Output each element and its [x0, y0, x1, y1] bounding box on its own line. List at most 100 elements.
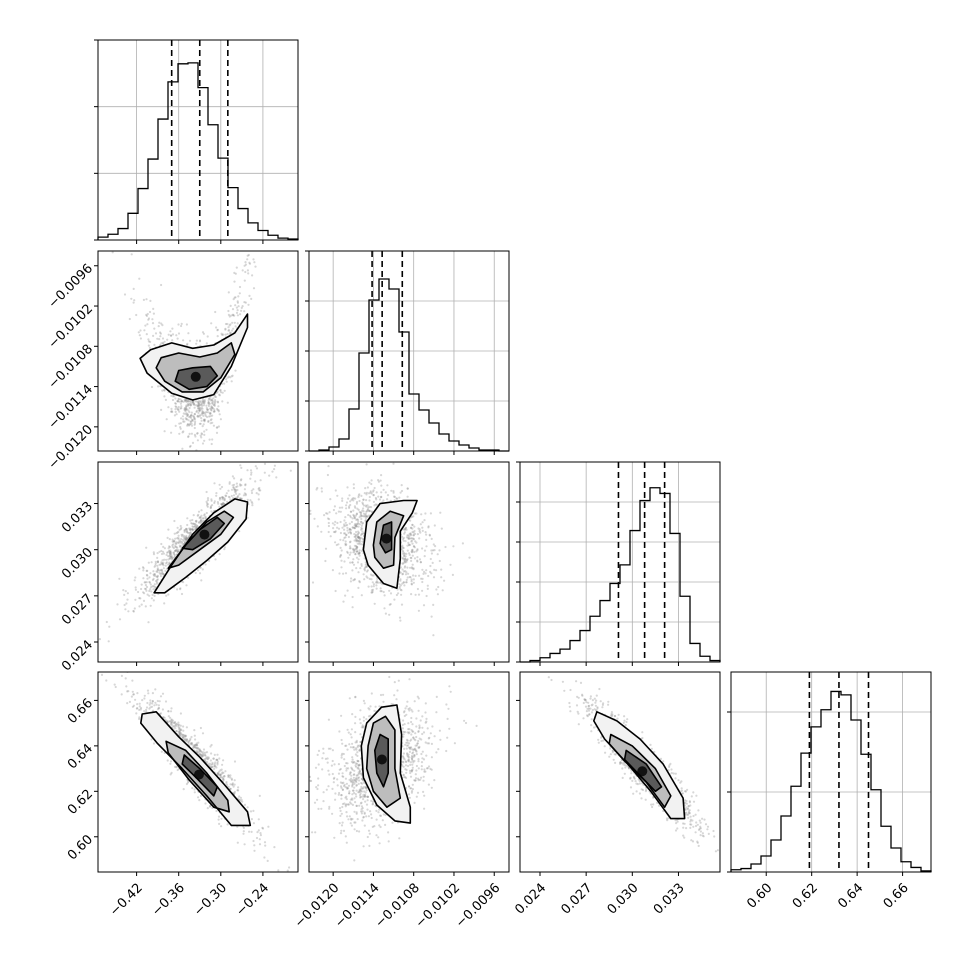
scatter-point: [233, 271, 236, 274]
scatter-point: [190, 416, 193, 419]
scatter-point: [163, 430, 166, 433]
scatter-point: [133, 579, 136, 582]
scatter-point: [173, 395, 176, 398]
scatter-point: [192, 402, 196, 405]
scatter-point: [246, 258, 249, 261]
scatter-point: [229, 323, 232, 326]
scatter-point: [405, 558, 409, 562]
scatter-point: [232, 486, 235, 489]
scatter-point: [366, 576, 369, 579]
scatter-point: [123, 603, 126, 607]
scatter-point: [169, 551, 172, 554]
scatter-point: [153, 573, 156, 576]
scatter-point: [170, 394, 173, 397]
scatter-point: [158, 321, 161, 324]
scatter-point: [406, 558, 409, 561]
scatter-point: [190, 411, 193, 414]
scatter-point: [206, 499, 210, 502]
scatter-point: [203, 513, 206, 516]
scatter-point: [190, 403, 193, 406]
scatter-point: [232, 314, 235, 317]
scatter-point: [227, 291, 230, 294]
scatter-point: [235, 306, 238, 309]
scatter-point: [185, 738, 188, 741]
scatter-point: [360, 549, 364, 553]
scatter-point: [370, 482, 373, 486]
scatter-point: [380, 474, 383, 477]
scatter-point: [189, 420, 192, 423]
scatter-point: [197, 404, 201, 407]
scatter-point: [392, 491, 395, 494]
scatter-point: [186, 537, 189, 540]
scatter-point: [161, 562, 164, 565]
scatter-point: [343, 532, 346, 535]
scatter-point: [167, 551, 170, 554]
scatter-point: [402, 546, 405, 549]
scatter-point: [234, 304, 237, 307]
scatter-point: [198, 572, 202, 575]
scatter-point: [159, 569, 162, 572]
panel-frame: [97, 250, 299, 452]
scatter-point: [92, 651, 94, 653]
scatter-point: [356, 518, 360, 521]
scatter-point: [404, 557, 407, 560]
scatter-point: [235, 492, 238, 495]
scatter-point: [197, 513, 200, 516]
scatter-point: [246, 806, 249, 809]
scatter-point: [219, 487, 222, 490]
scatter-point: [227, 313, 230, 316]
scatter-point: [353, 524, 356, 527]
scatter-point: [198, 753, 201, 756]
scatter-point: [217, 772, 220, 776]
scatter-point: [142, 591, 145, 594]
scatter-point: [150, 561, 153, 564]
scatter-point: [203, 419, 206, 422]
scatter-point: [126, 592, 129, 595]
scatter-point: [182, 400, 185, 403]
scatter-point: [341, 497, 344, 500]
scatter-point: [134, 698, 137, 701]
scatter-point: [253, 227, 255, 229]
scatter-point: [411, 567, 414, 570]
scatter-point: [233, 314, 236, 317]
scatter-point: [204, 413, 207, 416]
scatter-point: [152, 551, 155, 554]
density-peak: [199, 529, 210, 540]
scatter-point: [430, 572, 433, 575]
scatter-point: [412, 578, 415, 581]
scatter-point: [360, 543, 363, 546]
scatter-point: [183, 399, 187, 402]
scatter-point: [183, 408, 186, 412]
scatter-point: [233, 489, 236, 492]
scatter-point: [169, 549, 172, 552]
scatter-point: [132, 301, 135, 304]
scatter-point: [148, 310, 152, 314]
scatter-point: [351, 561, 354, 564]
scatter-point: [200, 579, 203, 582]
scatter-point: [174, 402, 177, 405]
scatter-point: [240, 497, 243, 500]
scatter-point: [320, 490, 323, 493]
scatter-point: [200, 403, 203, 406]
scatter-point: [197, 569, 200, 572]
scatter-point: [353, 515, 356, 518]
scatter-point: [212, 410, 215, 413]
scatter-point: [339, 553, 343, 557]
scatter-point: [184, 538, 187, 541]
scatter-point: [374, 581, 378, 584]
scatter-point: [358, 552, 361, 555]
scatter-point: [210, 418, 213, 421]
scatter-point: [231, 782, 234, 785]
scatter-point: [216, 426, 219, 429]
scatter-point: [403, 561, 406, 564]
scatter-point: [205, 428, 208, 431]
scatter-point: [411, 523, 414, 526]
scatter-point: [195, 526, 198, 529]
scatter-point: [191, 528, 194, 531]
scatter-point: [405, 536, 408, 539]
scatter-point: [230, 777, 233, 780]
scatter-point: [196, 747, 199, 750]
scatter-point: [188, 399, 191, 402]
scatter-point: [355, 544, 358, 548]
scatter-point: [126, 598, 129, 601]
